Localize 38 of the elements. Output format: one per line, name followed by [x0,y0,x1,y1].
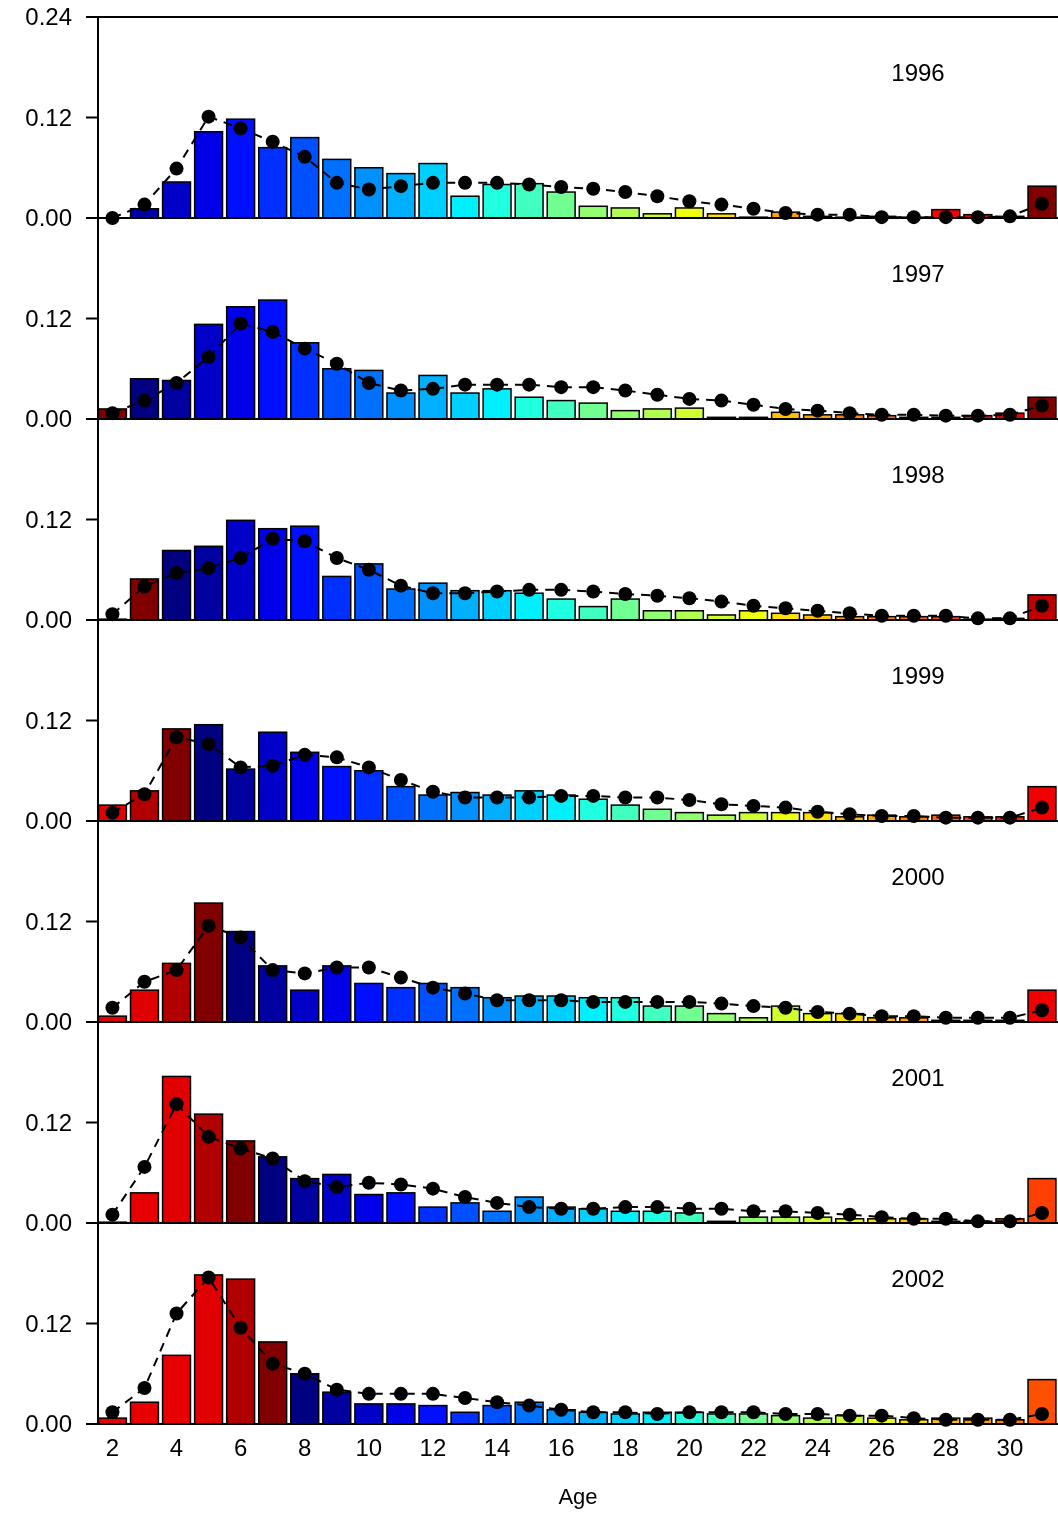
text: 2002 [891,1265,945,1292]
y-tick-label: 0.00 [25,1209,72,1237]
x-tick-label: 6 [233,1434,248,1461]
x-tick-label: 10 [355,1434,383,1461]
y-tick-label: 0.00 [25,204,72,232]
y-tick-label: 0.24 [25,3,72,31]
x-tick-label: 20 [676,1434,703,1461]
y-tick-label: 0.12 [25,706,72,734]
x-tick-label: 4 [169,1434,184,1461]
text: 2000 [891,863,945,890]
y-tick-label: 0.12 [25,1108,72,1136]
text: 1998 [891,461,945,488]
y-tick-label: 0.00 [25,606,72,634]
text: 1999 [891,662,945,689]
x-axis-title: Age [558,1484,598,1509]
x-tick-label: 30 [996,1434,1024,1461]
x-tick-label: 8 [298,1434,312,1461]
x-tick-label: 14 [483,1434,511,1461]
y-tick-label: 0.12 [25,1309,72,1337]
y-tick-label: 0.00 [25,405,72,433]
x-tick-label: 2 [105,1434,120,1461]
y-tick-label: 0.12 [25,103,72,131]
y-tick-label: 0.12 [25,907,72,935]
text: 1996 [891,59,945,86]
x-tick-label: 22 [740,1434,767,1461]
y-tick-label: 0.00 [25,1008,72,1036]
y-tick-label: 0.12 [25,304,72,332]
x-tick-label: 16 [547,1434,575,1461]
x-tick-label: 28 [932,1434,960,1461]
x-tick-label: 24 [804,1434,831,1461]
y-tick-label: 0.12 [25,505,72,533]
y-tick-label: 0.00 [25,1410,72,1438]
text: 2001 [891,1064,945,1091]
y-tick-label: 0.00 [25,807,72,835]
x-tick-label: 12 [419,1434,447,1461]
text: 1997 [891,260,945,287]
x-tick-label: 26 [868,1434,896,1461]
x-tick-label: 18 [611,1434,639,1461]
